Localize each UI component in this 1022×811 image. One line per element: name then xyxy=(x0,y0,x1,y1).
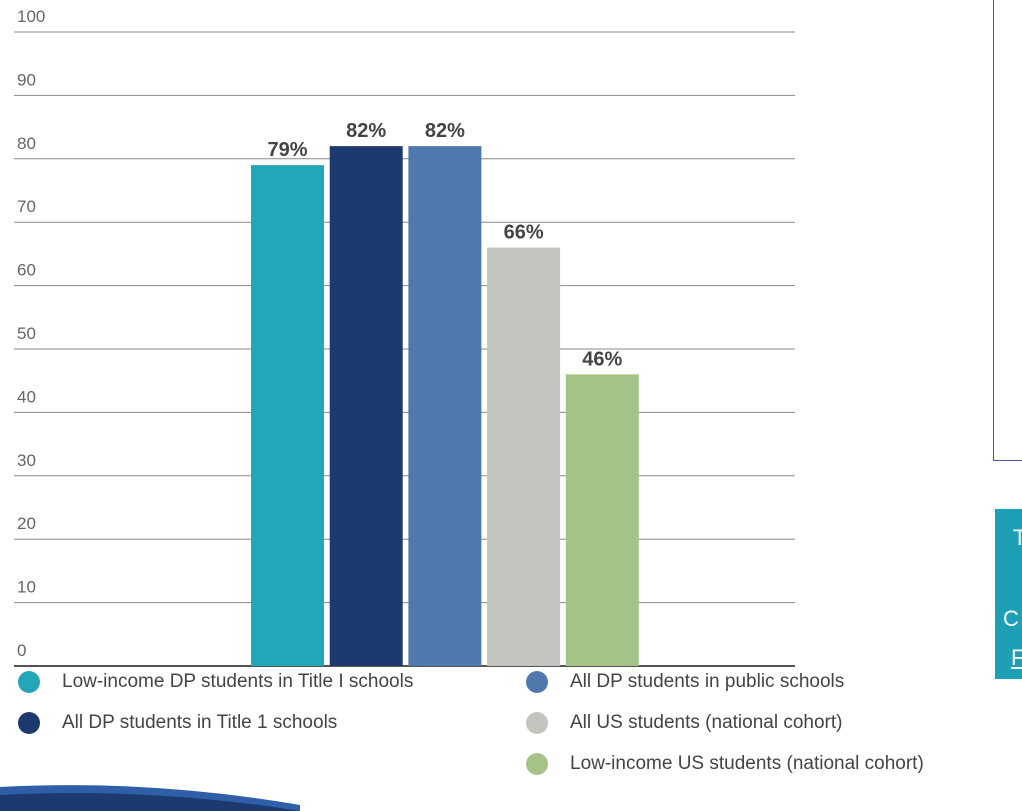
legend-item-all-us: All US students (national cohort) xyxy=(526,712,842,734)
data-label: 66% xyxy=(504,222,544,244)
legend-label: All DP students in Title 1 schools xyxy=(62,712,338,733)
legend-item-all-dp-title-1: All DP students in Title 1 schools xyxy=(18,712,337,734)
data-labels: 79% 82% 82% 66% 46% xyxy=(267,120,622,370)
bar-chart: 0 10 20 30 40 50 60 70 80 90 100 79% 82% 82% 66% 46% xyxy=(14,7,795,667)
data-label: 46% xyxy=(582,348,622,370)
y-tick-label: 10 xyxy=(17,578,36,597)
legend-label: All DP students in public schools xyxy=(570,671,845,692)
y-tick-label: 0 xyxy=(17,641,26,660)
y-tick-label: 50 xyxy=(17,324,36,343)
y-tick-label: 40 xyxy=(17,387,36,406)
y-tick-label: 100 xyxy=(17,7,45,26)
legend-label: Low-income DP students in Title I school… xyxy=(62,671,414,692)
bar xyxy=(487,247,561,666)
bar xyxy=(329,146,403,666)
data-label: 82% xyxy=(346,120,386,142)
legend-item-low-income-dp-title-i: Low-income DP students in Title I school… xyxy=(18,671,413,693)
data-label: 79% xyxy=(267,139,307,161)
legend-item-low-income-us: Low-income US students (national cohort) xyxy=(526,753,924,775)
bar xyxy=(408,146,482,666)
side-banner: T C F xyxy=(995,509,1022,679)
decorative-swoosh xyxy=(0,785,300,811)
bar xyxy=(251,165,324,666)
side-text-panel xyxy=(993,0,1022,461)
bar xyxy=(565,374,639,666)
data-label: 82% xyxy=(425,120,465,142)
legend-swatch-icon xyxy=(526,753,548,775)
y-tick-label: 20 xyxy=(17,514,36,533)
side-banner-link[interactable]: F xyxy=(1011,645,1022,670)
y-tick-label: 70 xyxy=(17,197,36,216)
y-tick-label: 60 xyxy=(17,261,36,280)
legend-item-all-dp-public: All DP students in public schools xyxy=(526,671,844,693)
side-banner-text-1: T xyxy=(1013,525,1022,550)
legend-swatch-icon xyxy=(526,712,548,734)
legend-swatch-icon xyxy=(18,712,40,734)
side-banner-text-2: C xyxy=(1003,606,1019,631)
y-tick-label: 30 xyxy=(17,451,36,470)
bars xyxy=(251,146,639,666)
y-tick-label: 80 xyxy=(17,134,36,153)
legend-label: Low-income US students (national cohort) xyxy=(570,753,924,774)
legend-swatch-icon xyxy=(18,671,40,693)
gridlines: 0 10 20 30 40 50 60 70 80 90 100 xyxy=(14,7,795,667)
legend-swatch-icon xyxy=(526,671,548,693)
legend-label: All US students (national cohort) xyxy=(570,712,843,733)
y-tick-label: 90 xyxy=(17,70,36,89)
